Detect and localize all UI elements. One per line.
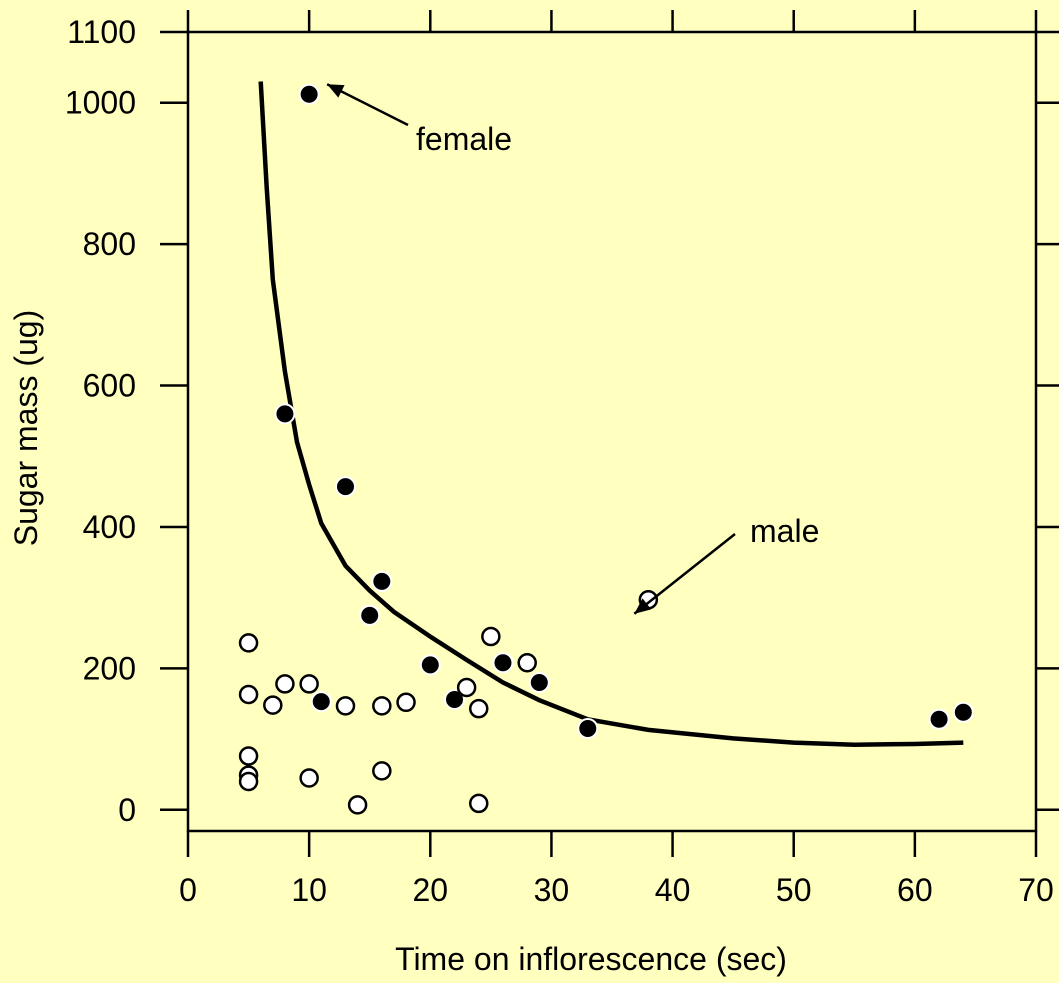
- filled-point: [298, 83, 320, 105]
- x-tick-label: 50: [776, 872, 812, 908]
- y-tick-label: 0: [118, 792, 136, 828]
- x-tick-label: 70: [1018, 872, 1054, 908]
- arrowhead-icon: [634, 598, 652, 614]
- open-point: [372, 696, 392, 716]
- y-tick-label: 1000: [65, 85, 136, 121]
- x-axis-title: Time on inflorescence (sec): [395, 941, 787, 977]
- open-point: [456, 677, 477, 698]
- filled-point: [274, 403, 296, 425]
- x-tick-label: 30: [534, 872, 570, 908]
- x-tick-label: 10: [291, 872, 327, 908]
- open-point: [238, 633, 259, 653]
- open-point: [299, 674, 319, 694]
- filled-point: [310, 691, 332, 713]
- y-tick-label: 200: [83, 650, 136, 686]
- y-axis-title: Sugar mass (ug): [8, 310, 44, 547]
- filled-point: [371, 570, 393, 592]
- open-point: [372, 761, 392, 781]
- annotations: female male: [326, 83, 819, 615]
- filled-point: [577, 717, 599, 739]
- annotation-label: male: [750, 513, 819, 549]
- filled-point: [419, 654, 441, 676]
- arrowhead-icon: [327, 84, 345, 98]
- filled-point: [334, 476, 356, 498]
- open-point: [468, 698, 489, 719]
- filled-point: [952, 701, 974, 723]
- open-point: [238, 746, 259, 766]
- y-tick-label: 800: [83, 226, 136, 262]
- open-point: [481, 626, 501, 647]
- axis-ticks: [160, 10, 1059, 857]
- x-tick-label: 0: [179, 872, 197, 908]
- annotation-label: female: [416, 121, 512, 157]
- open-point: [396, 692, 416, 713]
- fit-curve: [258, 81, 964, 747]
- x-tick-label: 40: [655, 872, 691, 908]
- open-point: [238, 771, 259, 792]
- open-point: [263, 695, 283, 715]
- plot-frame: [186, 30, 1038, 833]
- open-point: [517, 652, 537, 673]
- open-point: [335, 696, 356, 716]
- annotation-arrow: [633, 533, 736, 615]
- filled-point: [492, 652, 514, 674]
- x-tick-label: 20: [412, 872, 448, 908]
- axis-tick-labels: 0 10 20 30 40 50 60 70 0 200 400 600 800 1000 1100: [65, 14, 1054, 908]
- open-point: [347, 795, 368, 815]
- filled-point: [928, 708, 950, 730]
- y-tick-label: 600: [83, 368, 136, 404]
- open-point: [238, 684, 259, 705]
- y-tick-label: 1100: [67, 14, 136, 50]
- filled-point: [444, 688, 466, 710]
- data-points: [238, 83, 974, 815]
- open-point: [299, 768, 319, 788]
- y-tick-label: 400: [83, 509, 136, 545]
- open-point: [468, 793, 489, 814]
- filled-point: [359, 604, 381, 626]
- open-point: [275, 674, 295, 694]
- filled-point: [528, 672, 550, 694]
- x-tick-label: 60: [897, 872, 933, 908]
